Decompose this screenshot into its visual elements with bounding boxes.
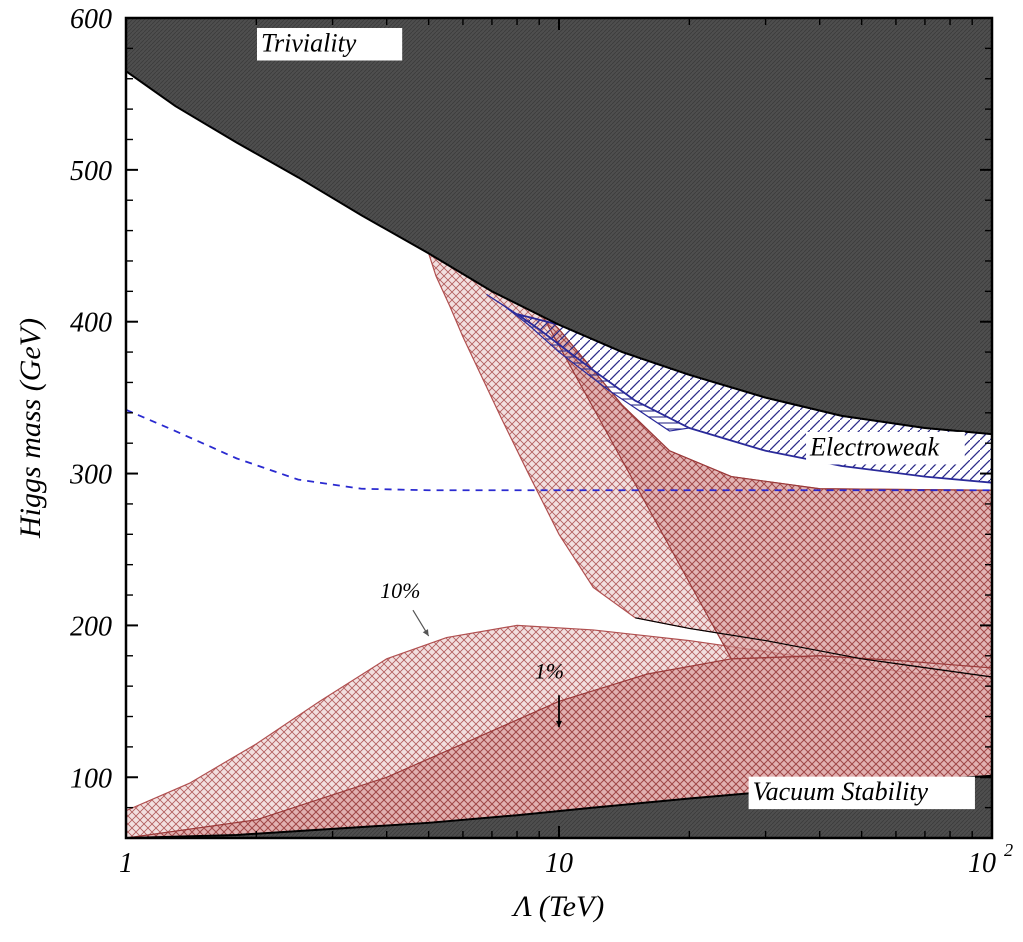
ytick-label: 600 xyxy=(70,4,112,35)
xtick-label-exp: 2 xyxy=(1004,840,1013,860)
label-triviality: Triviality xyxy=(261,28,357,57)
label-electroweak: Electroweak xyxy=(809,432,939,461)
ytick-label: 500 xyxy=(70,156,112,187)
xtick-label: 10 xyxy=(545,848,573,879)
ytick-label: 100 xyxy=(70,763,112,794)
ytick-label: 200 xyxy=(70,611,112,642)
figure-container: Triviality Vacuum Stability Electroweak 10%… xyxy=(0,0,1023,942)
ytick-label: 400 xyxy=(70,308,112,339)
annot-10pct: 10% xyxy=(380,578,420,603)
x-axis-label: Λ (TeV) xyxy=(511,890,605,923)
xtick-label: 1 xyxy=(119,848,133,879)
annot-1pct: 1% xyxy=(535,659,564,684)
higgs-bounds-chart: Triviality Vacuum Stability Electroweak 10%… xyxy=(0,0,1023,942)
label-vacuum-stability: Vacuum Stability xyxy=(753,777,929,806)
xtick-label: 10 xyxy=(968,848,996,879)
ytick-label: 300 xyxy=(69,460,112,491)
y-axis-label: Higgs mass (GeV) xyxy=(14,318,47,539)
